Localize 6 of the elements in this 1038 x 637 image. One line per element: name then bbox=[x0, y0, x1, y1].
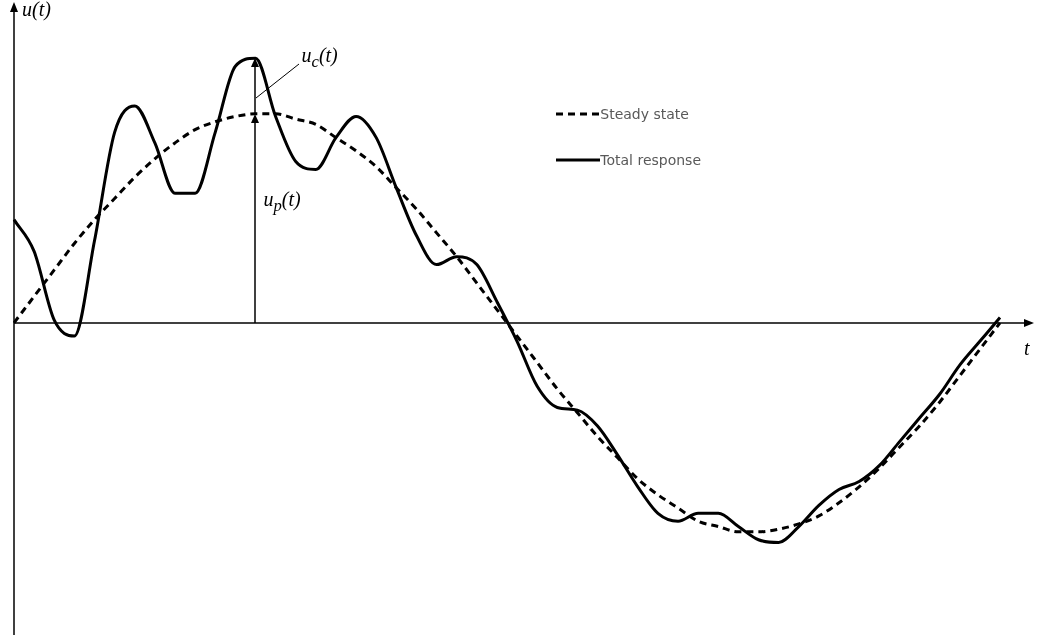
legend-label: Total response bbox=[600, 152, 702, 168]
annotation: u$_{p}$(t) bbox=[263, 188, 301, 217]
legend-label: Steady state bbox=[600, 106, 689, 122]
x-axis-title: t bbox=[1024, 336, 1030, 360]
annotation: u$_{c}$(t) bbox=[301, 44, 338, 73]
y-axis-title: u(t) bbox=[22, 0, 51, 21]
